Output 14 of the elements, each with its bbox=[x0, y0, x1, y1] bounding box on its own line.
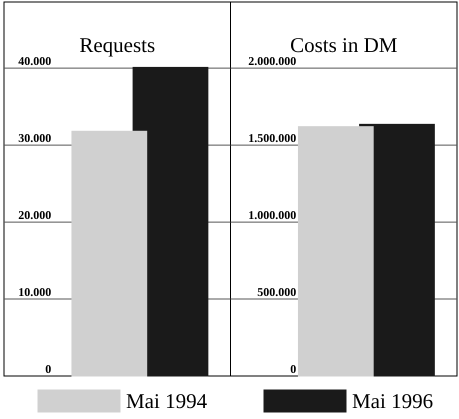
y-tick-label: 2.000.000 bbox=[248, 54, 296, 68]
y-tick-label: 500.000 bbox=[257, 285, 296, 300]
legend-label: Mai 1996 bbox=[352, 389, 434, 413]
text: Costs in DM bbox=[290, 33, 398, 57]
y-tick-label: 30.000 bbox=[18, 131, 52, 146]
legend-label: Mai 1994 bbox=[126, 389, 208, 413]
y-tick-label: 40.000 bbox=[18, 54, 52, 68]
y-tick-label: 1.000.000 bbox=[248, 208, 296, 222]
y-tick-label: 10.000 bbox=[18, 285, 52, 300]
y-tick-label: 0 bbox=[290, 362, 296, 376]
y-tick-label: 0 bbox=[45, 362, 52, 376]
y-tick-label: 20.000 bbox=[18, 208, 52, 222]
y-tick-label: 1.500.000 bbox=[248, 131, 296, 146]
text: Requests bbox=[79, 33, 156, 57]
